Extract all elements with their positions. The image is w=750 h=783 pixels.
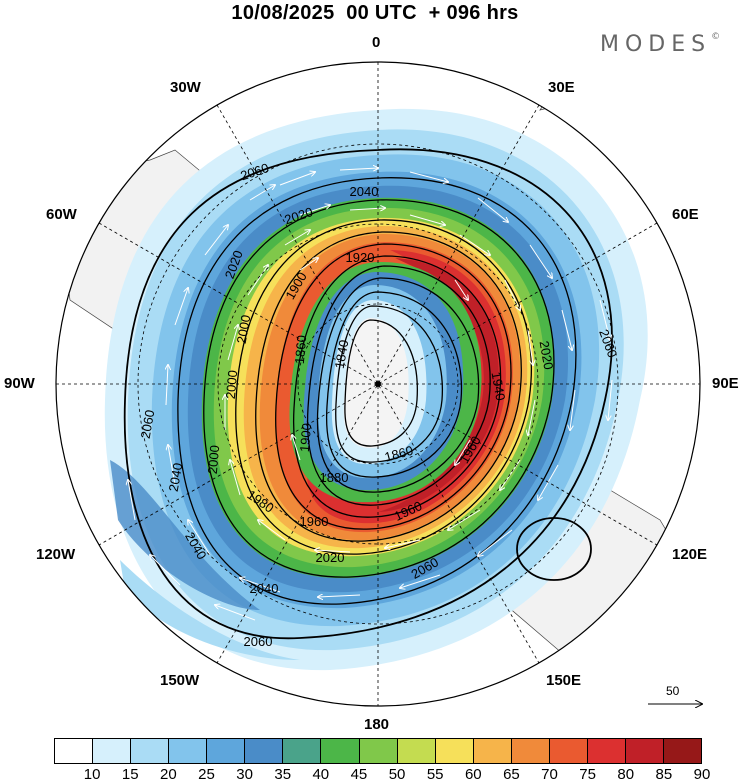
brand-mark: ©: [711, 32, 721, 42]
lon-label-90w: 90W: [4, 375, 35, 392]
lon-label-120w: 120W: [36, 546, 76, 563]
lon-label-0: 0: [372, 34, 381, 51]
colorbar-tick-label: 25: [198, 766, 215, 783]
contour-label: 1940: [489, 371, 509, 402]
contour-label: 2040: [250, 581, 279, 596]
map-border: [55, 61, 701, 707]
colorbar-swatch: [93, 739, 132, 763]
meridian-30e: [216, 104, 540, 664]
contour-label: 1860: [292, 335, 309, 365]
contour-label: 2060: [138, 409, 158, 440]
colorbar: [54, 738, 702, 764]
contour-label: 2040: [350, 184, 379, 199]
contour-label-group: 2060 2060 2060 2060 2060 2040 2040 2040 …: [138, 160, 621, 649]
colorbar-swatch: [435, 739, 474, 763]
lon-label-30e: 30E: [548, 79, 575, 96]
meridian-60: [98, 222, 658, 546]
colorbar-swatch: [169, 739, 208, 763]
west-streak: [110, 460, 260, 610]
colorbar-swatch: [283, 739, 322, 763]
lon-label-120e: 120E: [672, 546, 708, 563]
colorbar-swatch: [245, 739, 284, 763]
colorbar-tick-label: 75: [579, 766, 596, 783]
colorbar-swatch: [359, 739, 398, 763]
contour-label: 2000: [234, 314, 254, 345]
contour-label: 2020: [316, 550, 345, 565]
contour-label: 1880: [320, 470, 349, 485]
colorbar-tick-label: 35: [274, 766, 292, 783]
south-pole-dot: [375, 381, 381, 387]
colorbar-swatch: [207, 739, 246, 763]
colorbar-tick-label: 90: [693, 766, 711, 783]
colorbar-tick-label: 45: [350, 766, 368, 783]
colorbar-swatch: [473, 739, 512, 763]
contour-2020: [203, 199, 555, 578]
contour-1940: [292, 255, 502, 518]
contour-2060-closed-low: [516, 517, 592, 581]
colorbar-swatch: [321, 739, 360, 763]
modes-logo: MODES©: [600, 32, 720, 57]
lat-circle-3: [137, 143, 619, 625]
lon-label-90e: 90E: [712, 375, 739, 392]
lon-label-150e: 150E: [546, 672, 582, 689]
contour-1880: [325, 291, 463, 478]
colorbar-swatch: [397, 739, 436, 763]
contour-1960: [275, 243, 512, 530]
contour-label: 2000: [205, 445, 222, 475]
lon-label-60e: 60E: [672, 206, 699, 223]
colorbar-swatch: [131, 739, 170, 763]
contour-1920: [306, 265, 491, 506]
colorbar-tick-label: 85: [655, 766, 673, 783]
contour-1980: [255, 231, 522, 542]
colorbar-tick-label: 30: [236, 766, 253, 783]
reference-vector-label: 50: [666, 684, 680, 698]
contour-label: 1920: [346, 250, 375, 265]
colorbar-tick-label: 70: [541, 766, 558, 783]
colorbar-tick-label: 50: [388, 766, 406, 783]
colorbar-ticks: 10 15 20 25 30 35 40 45 50 55 60 65 70 75 80 85 90: [0, 766, 750, 783]
contour-2040: [177, 177, 577, 605]
contour-1840: [344, 319, 418, 447]
colorbar-tick-label: 60: [464, 766, 482, 783]
meridian-60e: [98, 222, 658, 546]
contour-label: 1900: [297, 423, 314, 453]
contour-label: 1960: [300, 514, 329, 529]
contour-label: 1840: [332, 339, 352, 370]
contour-label: 2000: [223, 370, 240, 400]
colorbar-swatch: [511, 739, 550, 763]
geopotential-contours: [123, 148, 613, 640]
contour-2000: [235, 219, 532, 555]
contour-label: 2060: [244, 634, 273, 649]
wind-vectors: [128, 168, 613, 621]
lon-label-180: 180: [364, 716, 390, 733]
colorbar-tick-label: 10: [83, 766, 101, 783]
lon-label-60w: 60W: [46, 206, 77, 223]
colorbar-tick-label: 80: [617, 766, 635, 783]
colorbar-tick-label: 20: [160, 766, 177, 783]
contour-label: 1860: [383, 443, 415, 465]
colorbar-tick-label: 40: [312, 766, 330, 783]
contour-label: 2040: [166, 462, 186, 493]
lon-label-150w: 150W: [160, 672, 200, 689]
colorbar-swatch: [625, 739, 664, 763]
sw-tail: [120, 560, 300, 660]
contour-1860: [335, 305, 444, 463]
contour-1900: [316, 277, 480, 493]
colorbar-tick-label: 65: [503, 766, 520, 783]
colorbar-swatch: [664, 739, 702, 763]
lon-label-30w: 30W: [170, 79, 201, 96]
colorbar-swatch: [549, 739, 588, 763]
contour-2060: [123, 148, 613, 640]
map-title: 10/08/2025 00 UTC + 096 hrs: [231, 2, 519, 24]
colorbar-tick-label: 15: [121, 766, 139, 783]
colorbar-swatch: [55, 739, 94, 763]
contour-label: 2020: [537, 340, 557, 371]
brand-text: MODES: [600, 32, 712, 57]
colorbar-swatch: [587, 739, 626, 763]
graticule: [56, 62, 700, 706]
meridian-30: [216, 104, 540, 664]
colorbar-tick-label: 55: [426, 766, 444, 783]
